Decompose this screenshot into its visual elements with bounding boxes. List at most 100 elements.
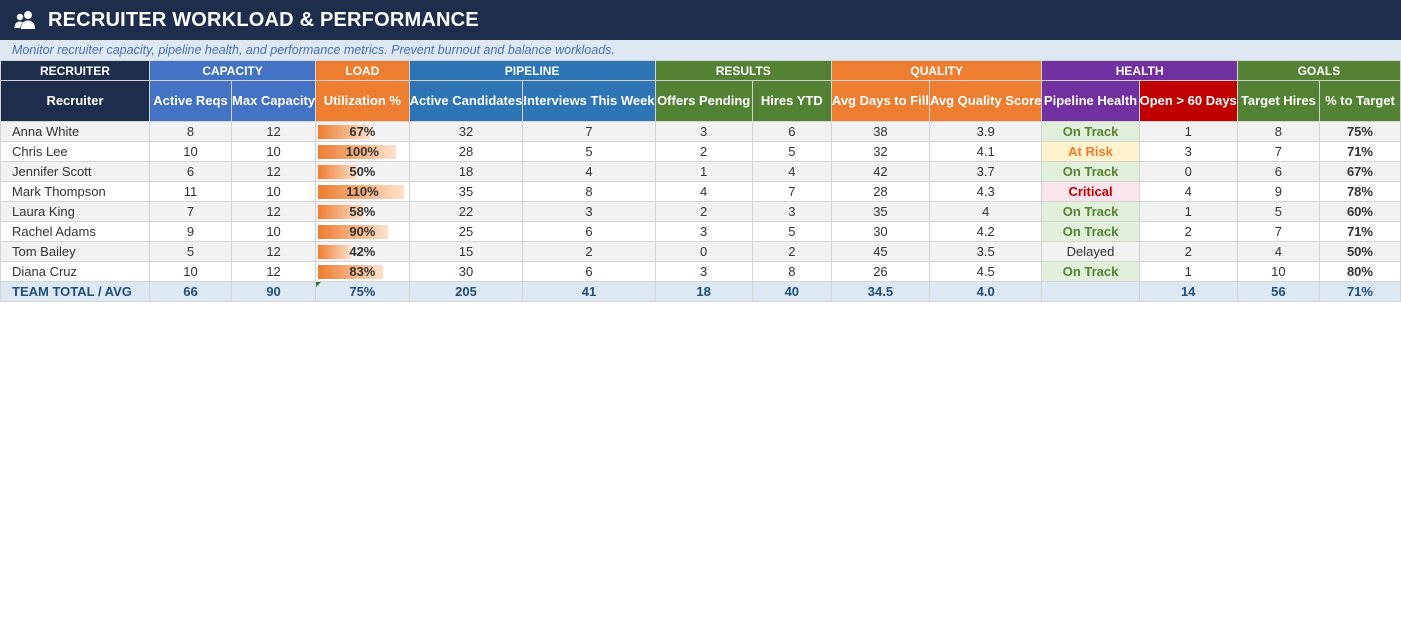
cell-offers-pending[interactable]: 3 [654,261,753,282]
cell-active-candidates[interactable]: 25 [408,221,524,242]
cell-target-hires[interactable]: 9 [1236,181,1320,202]
cell-max-capacity[interactable]: 12 [231,261,317,282]
total-offers-pending[interactable]: 18 [654,281,753,302]
cell-hires-ytd[interactable]: 7 [751,181,832,202]
cell-avg-quality[interactable]: 3.5 [928,241,1043,262]
cell-recruiter[interactable]: Laura King [0,201,150,222]
cell-interviews-week[interactable]: 7 [522,121,656,142]
cell-active-candidates[interactable]: 22 [408,201,524,222]
cell-pct-target[interactable]: 78% [1318,181,1401,202]
cell-utilization[interactable]: 50% [315,161,410,182]
col-pct-target[interactable]: % to Target [1318,80,1401,122]
cell-interviews-week[interactable]: 6 [522,261,656,282]
cell-hires-ytd[interactable]: 8 [751,261,832,282]
col-max-capacity[interactable]: Max Capacity [231,80,317,122]
total-active-reqs[interactable]: 66 [148,281,233,302]
cell-active-candidates[interactable]: 30 [408,261,524,282]
cell-hires-ytd[interactable]: 2 [751,241,832,262]
cell-pipeline-health[interactable]: On Track [1041,161,1140,182]
cell-pipeline-health[interactable]: At Risk [1041,141,1140,162]
cell-pct-target[interactable]: 50% [1318,241,1401,262]
cell-utilization[interactable]: 67% [315,121,410,142]
col-hires-ytd[interactable]: Hires YTD [751,80,832,122]
cell-active-reqs[interactable]: 10 [148,141,233,162]
cell-hires-ytd[interactable]: 3 [751,201,832,222]
cell-utilization[interactable]: 83% [315,261,410,282]
cell-max-capacity[interactable]: 10 [231,181,317,202]
cell-avg-days-fill[interactable]: 42 [830,161,930,182]
cell-interviews-week[interactable]: 3 [522,201,656,222]
total-open-60[interactable]: 14 [1138,281,1238,302]
cell-avg-quality[interactable]: 3.9 [928,121,1043,142]
cell-active-reqs[interactable]: 6 [148,161,233,182]
cell-hires-ytd[interactable]: 4 [751,161,832,182]
cell-open-60[interactable]: 1 [1138,201,1238,222]
total-pct-target[interactable]: 71% [1318,281,1401,302]
cell-avg-quality[interactable]: 4.1 [928,141,1043,162]
cell-max-capacity[interactable]: 12 [231,241,317,262]
cell-utilization[interactable]: 100% [315,141,410,162]
cell-avg-days-fill[interactable]: 26 [830,261,930,282]
cell-avg-days-fill[interactable]: 28 [830,181,930,202]
cell-offers-pending[interactable]: 3 [654,221,753,242]
cell-active-candidates[interactable]: 35 [408,181,524,202]
cell-max-capacity[interactable]: 10 [231,221,317,242]
cell-interviews-week[interactable]: 2 [522,241,656,262]
cell-offers-pending[interactable]: 2 [654,141,753,162]
cell-avg-quality[interactable]: 4.5 [928,261,1043,282]
cell-recruiter[interactable]: Chris Lee [0,141,150,162]
cell-active-reqs[interactable]: 10 [148,261,233,282]
cell-recruiter[interactable]: Mark Thompson [0,181,150,202]
cell-avg-days-fill[interactable]: 38 [830,121,930,142]
cell-recruiter[interactable]: Diana Cruz [0,261,150,282]
cell-avg-quality[interactable]: 4.3 [928,181,1043,202]
cell-offers-pending[interactable]: 2 [654,201,753,222]
cell-recruiter[interactable]: Tom Bailey [0,241,150,262]
cell-pipeline-health[interactable]: On Track [1041,201,1140,222]
cell-active-reqs[interactable]: 9 [148,221,233,242]
total-pipeline-health[interactable] [1041,281,1140,302]
col-avg-days-fill[interactable]: Avg Days to Fill [830,80,930,122]
cell-recruiter[interactable]: Anna White [0,121,150,142]
cell-offers-pending[interactable]: 3 [654,121,753,142]
cell-max-capacity[interactable]: 12 [231,161,317,182]
cell-recruiter[interactable]: Rachel Adams [0,221,150,242]
cell-target-hires[interactable]: 5 [1236,201,1320,222]
cell-pct-target[interactable]: 71% [1318,221,1401,242]
cell-target-hires[interactable]: 7 [1236,141,1320,162]
cell-active-reqs[interactable]: 8 [148,121,233,142]
cell-interviews-week[interactable]: 6 [522,221,656,242]
cell-utilization[interactable]: 58% [315,201,410,222]
cell-pct-target[interactable]: 60% [1318,201,1401,222]
cell-pct-target[interactable]: 75% [1318,121,1401,142]
cell-avg-quality[interactable]: 4.2 [928,221,1043,242]
cell-open-60[interactable]: 2 [1138,241,1238,262]
total-active-candidates[interactable]: 205 [408,281,524,302]
cell-utilization[interactable]: 42% [315,241,410,262]
cell-offers-pending[interactable]: 4 [654,181,753,202]
cell-pipeline-health[interactable]: On Track [1041,261,1140,282]
total-avg-quality[interactable]: 4.0 [928,281,1043,302]
cell-interviews-week[interactable]: 4 [522,161,656,182]
cell-target-hires[interactable]: 10 [1236,261,1320,282]
col-open-60[interactable]: Open > 60 Days [1138,80,1238,122]
cell-pct-target[interactable]: 71% [1318,141,1401,162]
cell-avg-quality[interactable]: 3.7 [928,161,1043,182]
cell-hires-ytd[interactable]: 6 [751,121,832,142]
cell-open-60[interactable]: 0 [1138,161,1238,182]
cell-pipeline-health[interactable]: On Track [1041,221,1140,242]
cell-interviews-week[interactable]: 5 [522,141,656,162]
cell-active-candidates[interactable]: 28 [408,141,524,162]
col-pipeline-health[interactable]: Pipeline Health [1041,80,1140,122]
cell-hires-ytd[interactable]: 5 [751,141,832,162]
col-active-reqs[interactable]: Active Reqs [148,80,233,122]
cell-active-reqs[interactable]: 5 [148,241,233,262]
cell-active-reqs[interactable]: 11 [148,181,233,202]
cell-pipeline-health[interactable]: Delayed [1041,241,1140,262]
cell-active-reqs[interactable]: 7 [148,201,233,222]
total-max-capacity[interactable]: 90 [231,281,317,302]
cell-recruiter[interactable]: Jennifer Scott [0,161,150,182]
cell-utilization[interactable]: 90% [315,221,410,242]
cell-avg-quality[interactable]: 4 [928,201,1043,222]
total-hires-ytd[interactable]: 40 [751,281,832,302]
